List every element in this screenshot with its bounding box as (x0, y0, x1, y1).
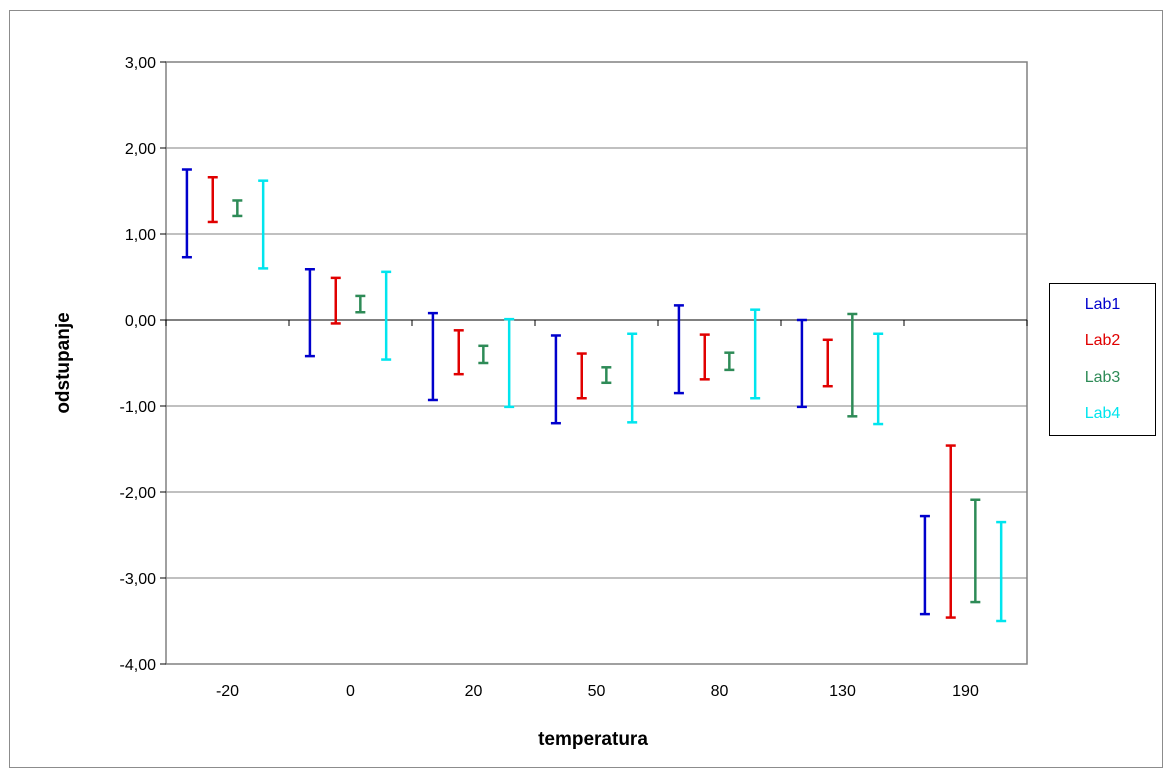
x-tick-label: 130 (829, 683, 856, 700)
plot-area-border (165, 61, 1028, 665)
y-axis-title: odstupanje (53, 312, 74, 413)
legend-item-lab4: Lab4 (1084, 405, 1121, 422)
y-tick-label: -1,00 (120, 399, 157, 416)
x-tick-label: -20 (216, 683, 239, 700)
legend-item-lab2: Lab2 (1084, 332, 1121, 349)
series-lab1 (181, 168, 930, 616)
y-tick-label: 0,00 (125, 313, 156, 330)
y-axis-ticks: 3,00 2,00 1,00 0,00 -1,00 -2,00 -3,00 -4,00 (120, 55, 166, 674)
y-tick-label: -3,00 (120, 571, 157, 588)
gridlines (166, 147, 1027, 579)
series-lab2 (207, 175, 956, 619)
error-bars (181, 168, 1007, 623)
series-lab4 (258, 179, 1007, 623)
legend-item-lab1: Lab1 (1084, 296, 1121, 313)
y-tick-label: 1,00 (125, 227, 156, 244)
x-axis-ticks: -20 0 20 50 80 130 190 (216, 683, 979, 700)
series-lab3 (232, 199, 981, 604)
x-axis-title: temperatura (538, 729, 648, 750)
y-tick-label: -2,00 (120, 485, 157, 502)
legend-item-lab3: Lab3 (1084, 369, 1121, 386)
x-tick-label: 20 (465, 683, 483, 700)
legend: Lab1 Lab2 Lab3 Lab4 (1049, 283, 1156, 436)
chart-frame (9, 10, 1163, 768)
y-tick-label: -4,00 (120, 657, 157, 674)
zero-axis (165, 319, 1028, 326)
x-tick-label: 80 (711, 683, 729, 700)
x-tick-label: 50 (588, 683, 606, 700)
y-tick-label: 2,00 (125, 141, 156, 158)
y-tick-label: 3,00 (125, 55, 156, 72)
x-tick-label: 190 (952, 683, 979, 700)
x-tick-label: 0 (346, 683, 355, 700)
